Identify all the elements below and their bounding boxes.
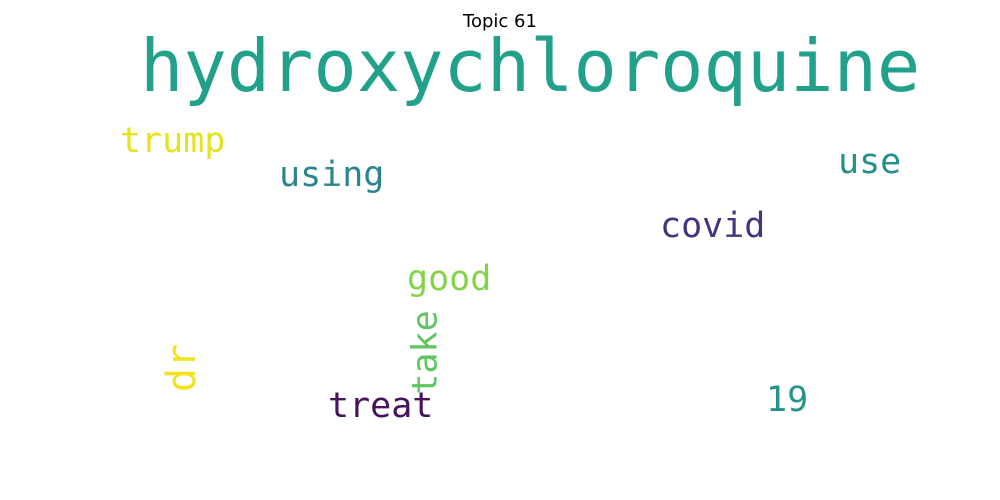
- word-trump: trump: [120, 121, 226, 161]
- word-using: using: [279, 155, 385, 195]
- word-good: good: [407, 259, 492, 299]
- word-hydroxychloroquine: hydroxychloroquine: [140, 24, 921, 108]
- word-dr: dr: [159, 343, 206, 393]
- word-treat: treat: [328, 386, 434, 426]
- word-19: 19: [766, 380, 809, 420]
- word-covid: covid: [660, 206, 766, 246]
- word-use: use: [838, 142, 902, 182]
- chart-title: Topic 61: [463, 11, 537, 32]
- word-take: take: [405, 310, 446, 395]
